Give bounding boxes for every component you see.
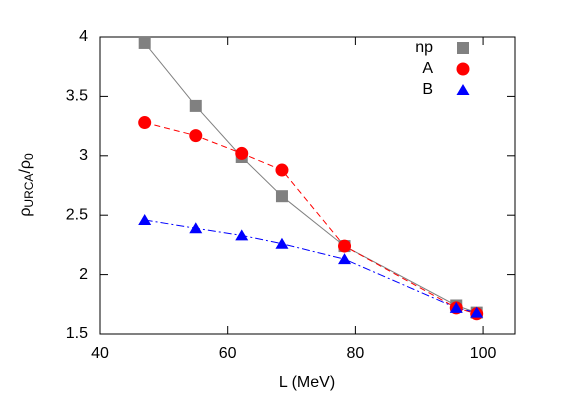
data-point [470, 306, 484, 318]
data-point [189, 222, 203, 234]
y-axis-label: ρURCA/ρ0 [17, 153, 36, 217]
data-point [338, 239, 352, 253]
y-tick-label: 1.5 [66, 325, 88, 342]
data-point [275, 190, 288, 203]
x-tick-label: 40 [91, 345, 109, 362]
x-tick-label: 80 [346, 345, 364, 362]
data-point [138, 36, 151, 49]
x-tick-label: 100 [470, 345, 497, 362]
legend-label: np [415, 39, 433, 56]
series-line [144, 122, 477, 315]
data-point [189, 129, 203, 143]
data-point [275, 237, 289, 249]
plot-frame [99, 36, 516, 335]
data-point [235, 229, 249, 241]
y-tick-label: 3.5 [66, 88, 88, 105]
series-line [144, 219, 477, 314]
y-label-part: ρ [17, 208, 34, 217]
y-label-part: 0 [22, 153, 36, 160]
y-label-part: /ρ [17, 160, 34, 174]
data-point [275, 163, 289, 177]
y-label-part: URCA [22, 174, 36, 208]
data-point [189, 99, 202, 112]
data-point [235, 146, 249, 160]
y-tick-label: 2.5 [66, 206, 88, 223]
data-point [138, 213, 152, 225]
x-tick-label: 60 [219, 345, 237, 362]
y-tick-label: 4 [79, 28, 88, 45]
x-axis-label: L (MeV) [279, 374, 335, 391]
data-point [449, 301, 463, 313]
legend-marker [456, 84, 470, 95]
legend-label: B [422, 81, 433, 98]
legend-label: A [422, 60, 433, 77]
legend-marker [457, 42, 469, 54]
legend-marker [456, 62, 470, 76]
y-tick-label: 2 [79, 266, 88, 283]
data-point [338, 253, 352, 265]
data-point [138, 116, 152, 130]
y-tick-label: 3 [79, 147, 88, 164]
